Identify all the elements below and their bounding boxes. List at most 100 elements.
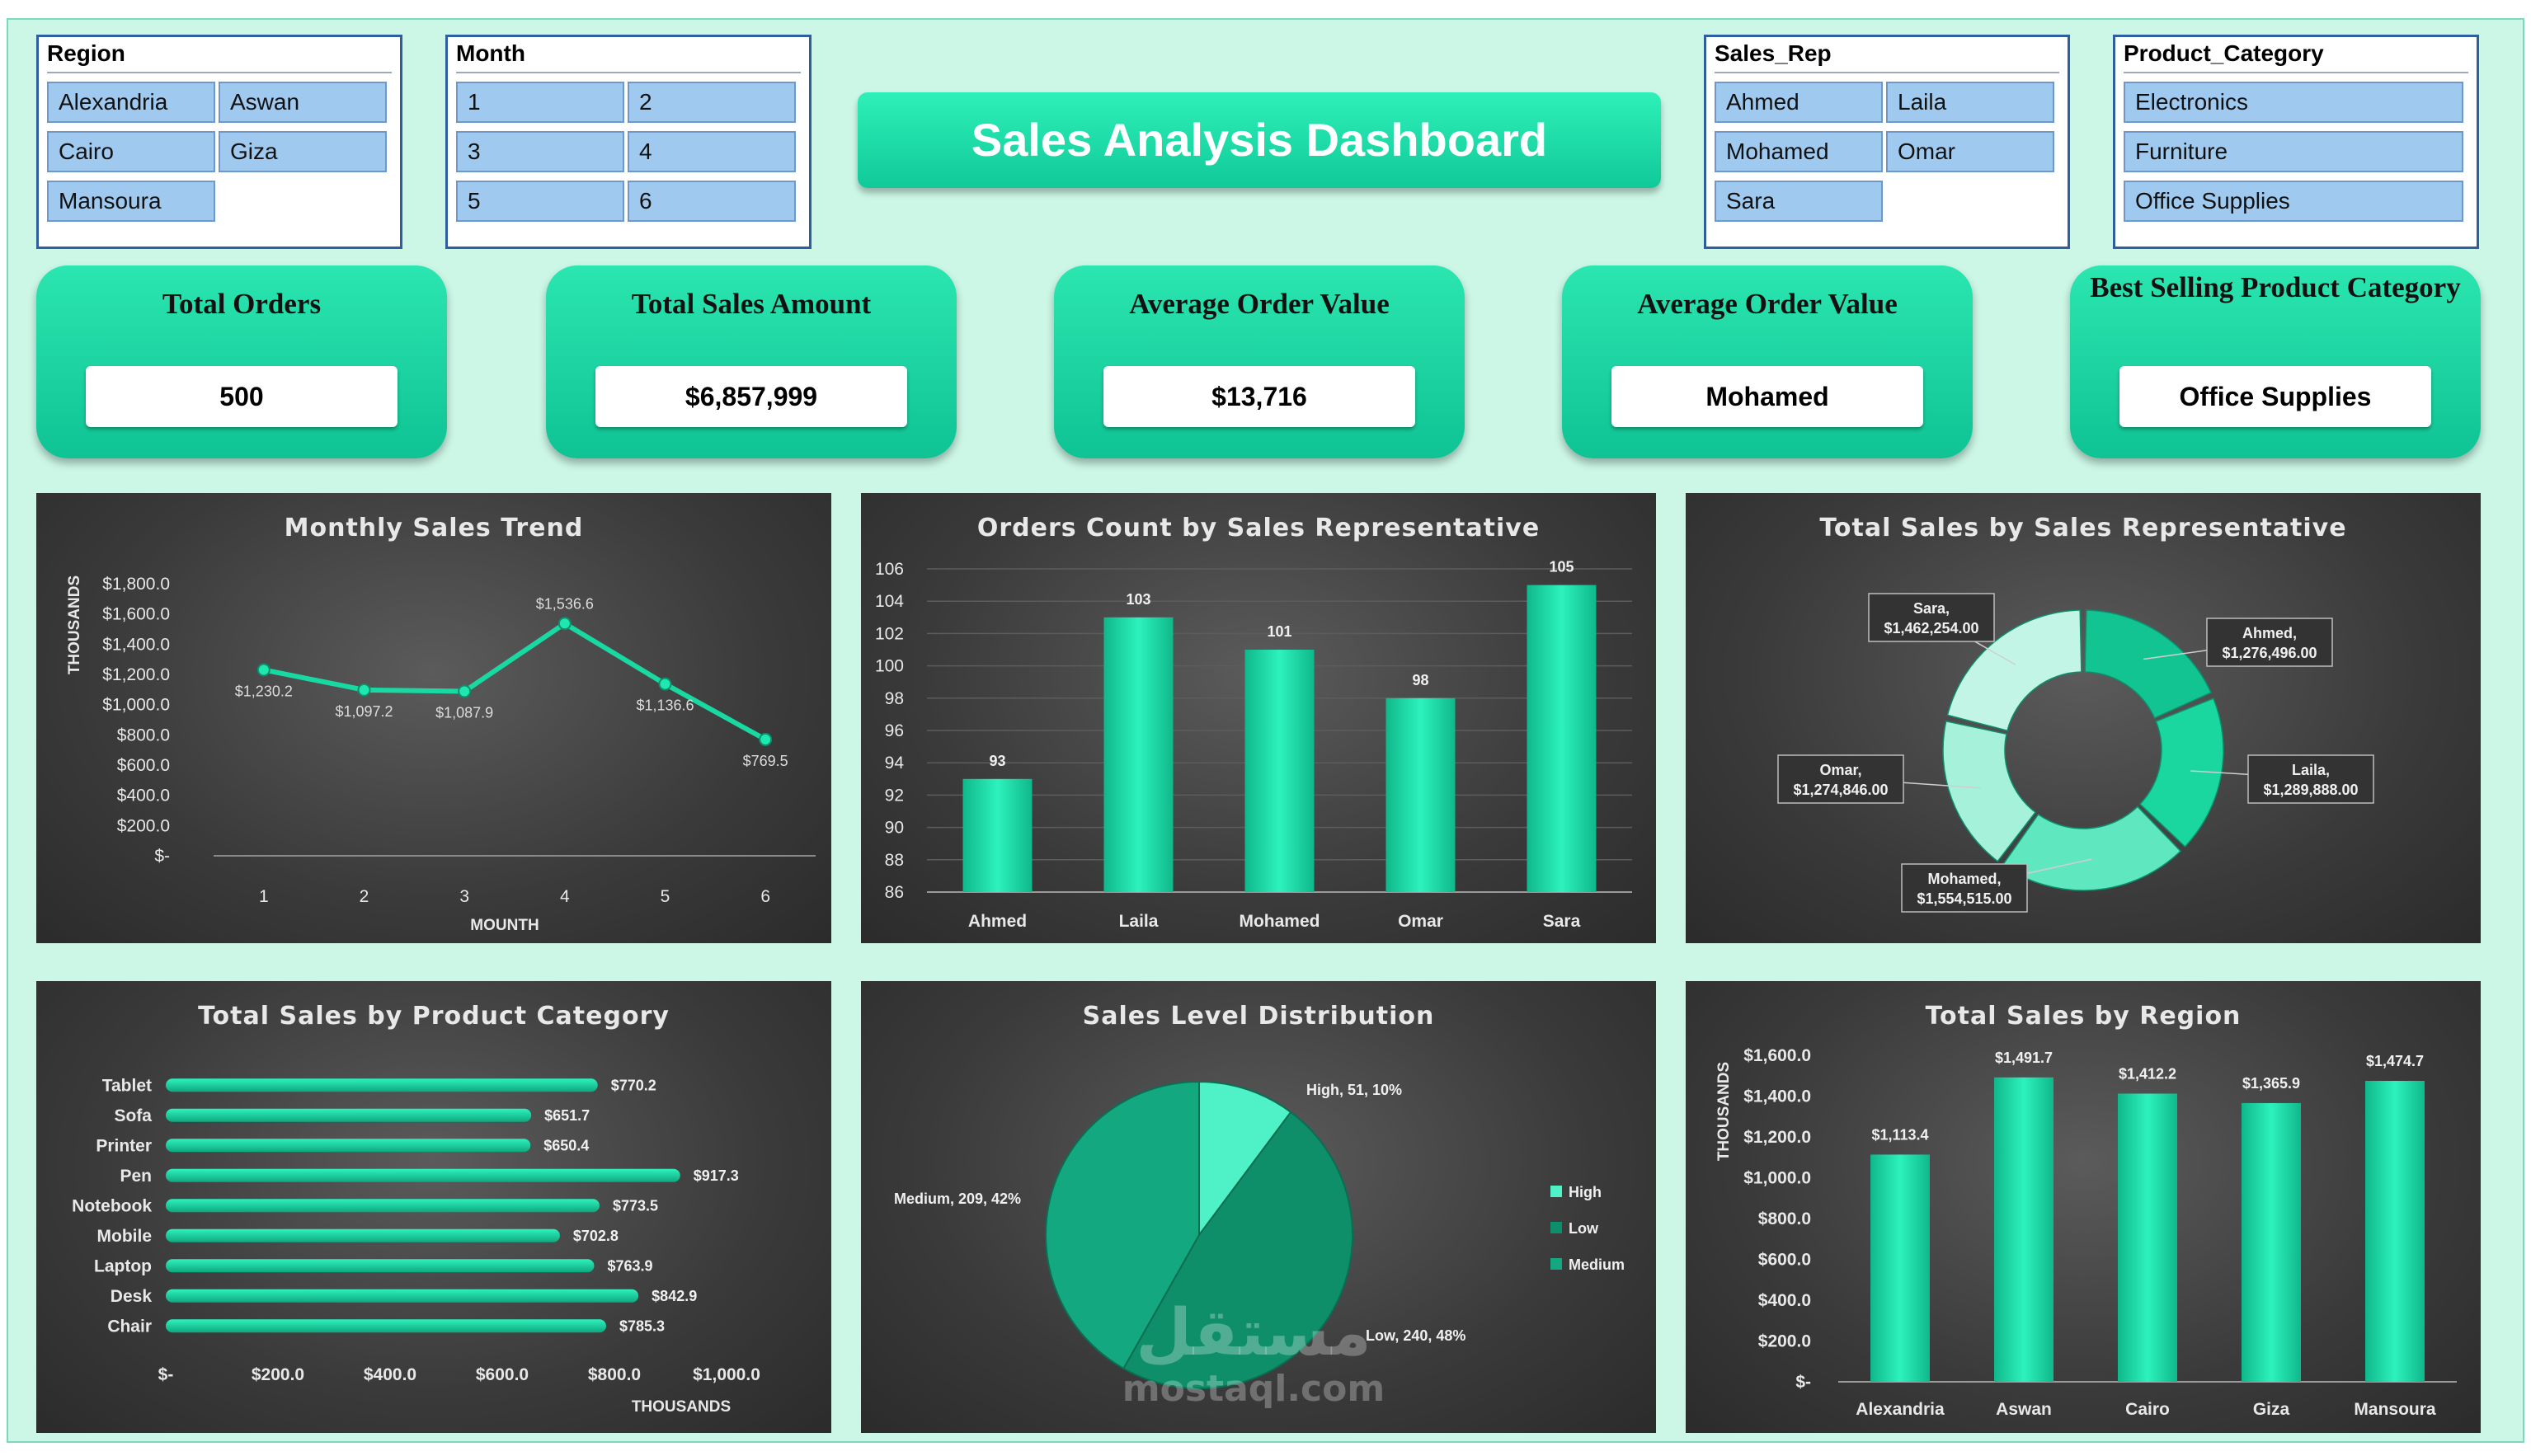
pie-slice	[1198, 1080, 1292, 1238]
kpi-value: Mohamed	[1611, 366, 1923, 427]
y-tick-label: 102	[875, 624, 904, 643]
legend-label: Low	[1569, 1220, 1599, 1237]
slicer-item-omar[interactable]: Omar	[1886, 131, 2054, 172]
label-box	[1868, 593, 1995, 642]
kpi-label: Total Orders	[162, 288, 322, 320]
slicer-item-month-4[interactable]: 4	[628, 131, 796, 172]
bar	[166, 1168, 680, 1182]
kpi-average-order-value: Average Order Value $13,716	[1054, 265, 1465, 458]
donut-slice	[1942, 720, 2037, 862]
kpi-value: $13,716	[1103, 366, 1415, 427]
x-tick-label: Mohamed	[1239, 912, 1320, 931]
chart-title: Monthly Sales Trend	[285, 514, 584, 542]
slicer-item-aswan[interactable]: Aswan	[219, 82, 387, 123]
chart-title: Sales Level Distribution	[1083, 1002, 1435, 1031]
y-tick-label: $1,600.0	[1743, 1046, 1811, 1065]
bar	[166, 1289, 639, 1303]
slicer-item-furniture[interactable]: Furniture	[2124, 131, 2463, 172]
slicer-item-month-5[interactable]: 5	[456, 181, 624, 222]
y-tick-label: $200.0	[1758, 1332, 1811, 1351]
data-label: $773.5	[613, 1197, 658, 1214]
x-tick-label: 4	[560, 887, 570, 906]
label-box	[1901, 863, 2028, 913]
data-label: $1,536.6	[536, 595, 594, 612]
x-tick-label: 6	[760, 887, 770, 906]
kpi-value: Office Supplies	[2119, 366, 2431, 427]
slicer-item-month-1[interactable]: 1	[456, 82, 624, 123]
kpi-label: Total Sales Amount	[631, 288, 872, 320]
slicer-item-ahmed[interactable]: Ahmed	[1715, 82, 1883, 123]
bar	[2242, 1102, 2301, 1382]
data-label: $785.3	[619, 1317, 665, 1334]
y-tick-label: Laptop	[94, 1256, 152, 1275]
slicer-item-sara[interactable]: Sara	[1715, 181, 1883, 222]
watermark-latin: mostaql.com	[1122, 1368, 1385, 1410]
slicer-item-month-3[interactable]: 3	[456, 131, 624, 172]
data-label: 105	[1549, 559, 1574, 575]
orders-by-rep-chart: Orders Count by Sales Representative 106 1…	[861, 493, 1656, 943]
month-slicer: Month 1 2 3 4 5 6	[445, 35, 812, 249]
chart-title: Total Sales by Product Category	[198, 1002, 670, 1031]
data-label-value: $1,274,846.00	[1793, 782, 1888, 798]
monthly-sales-trend-chart: Monthly Sales Trend $1,800.0 $1,600.0 $1,40…	[36, 493, 831, 943]
sales-by-region-chart: Total Sales by Region $1,600.0 $1,400.0 $1,…	[1686, 981, 2481, 1433]
y-tick-label: 86	[885, 883, 904, 902]
y-tick-label: $1,400.0	[102, 635, 170, 654]
y-tick-label: $-	[1795, 1373, 1811, 1392]
y-tick-label: 96	[885, 721, 904, 740]
slicer-item-mohamed[interactable]: Mohamed	[1715, 131, 1883, 172]
data-label: $842.9	[652, 1288, 697, 1304]
data-label-name: Ahmed,	[2242, 625, 2297, 641]
y-tick-label: $400.0	[1758, 1291, 1811, 1310]
sales-by-product-chart: Total Sales by Product Category Tablet $77…	[36, 981, 831, 1433]
bar	[166, 1259, 595, 1273]
data-label: High, 51, 10%	[1306, 1082, 1402, 1098]
legend-label: High	[1569, 1184, 1602, 1200]
x-tick-label: Aswan	[1996, 1400, 2052, 1419]
slicer-item-giza[interactable]: Giza	[219, 131, 387, 172]
y-tick-label: 90	[885, 819, 904, 838]
slicer-item-laila[interactable]: Laila	[1886, 82, 2054, 123]
slicer-item-month-6[interactable]: 6	[628, 181, 796, 222]
bar	[166, 1139, 531, 1153]
y-tick-label: 88	[885, 851, 904, 870]
legend-swatch	[1550, 1258, 1562, 1270]
data-label: $1,087.9	[435, 705, 493, 721]
x-axis-title: MOUNTH	[470, 917, 539, 934]
x-tick-label: Sara	[1543, 912, 1581, 931]
slicer-item-office-supplies[interactable]: Office Supplies	[2124, 181, 2463, 222]
sales-rep-slicer: Sales_Rep Ahmed Laila Mohamed Omar Sara	[1704, 35, 2070, 249]
slicer-item-mansoura[interactable]: Mansoura	[47, 181, 215, 222]
kpi-label: Average Order Value	[1637, 288, 1898, 320]
data-label: 101	[1267, 623, 1291, 640]
x-tick-label: 1	[259, 887, 269, 906]
y-tick-label: Notebook	[72, 1196, 152, 1215]
y-axis-title: THOUSANDS	[1715, 1062, 1733, 1161]
x-tick-label: $200.0	[252, 1365, 304, 1384]
slicer-item-alexandria[interactable]: Alexandria	[47, 82, 215, 123]
data-label: $917.3	[694, 1167, 739, 1184]
data-point	[557, 617, 572, 631]
watermark-arabic: مستقل	[1136, 1296, 1371, 1370]
kpi-total-sales-amount: Total Sales Amount $6,857,999	[546, 265, 957, 458]
bar	[1385, 697, 1456, 892]
data-label-value: $1,289,888.00	[2263, 782, 2358, 798]
x-tick-label: Cairo	[2125, 1400, 2170, 1419]
slicer-item-cairo[interactable]: Cairo	[47, 131, 215, 172]
kpi-total-orders: Total Orders 500	[36, 265, 447, 458]
y-axis-title: THOUSANDS	[66, 575, 83, 674]
bar	[166, 1199, 600, 1213]
x-tick-label: Omar	[1398, 912, 1443, 931]
x-tick-label: Laila	[1119, 912, 1159, 931]
y-tick-label: $1,000.0	[102, 696, 170, 715]
data-point	[357, 683, 371, 697]
x-tick-label: Alexandria	[1856, 1400, 1945, 1419]
slicer-item-electronics[interactable]: Electronics	[2124, 82, 2463, 123]
x-tick-label: Mansoura	[2354, 1400, 2436, 1419]
month-slicer-title: Month	[456, 40, 525, 66]
y-tick-label: $1,400.0	[1743, 1087, 1811, 1106]
data-label: $769.5	[743, 753, 788, 769]
slicer-item-month-2[interactable]: 2	[628, 82, 796, 123]
x-tick-label: $1,000.0	[693, 1365, 760, 1384]
region-slicer-title: Region	[47, 40, 125, 66]
